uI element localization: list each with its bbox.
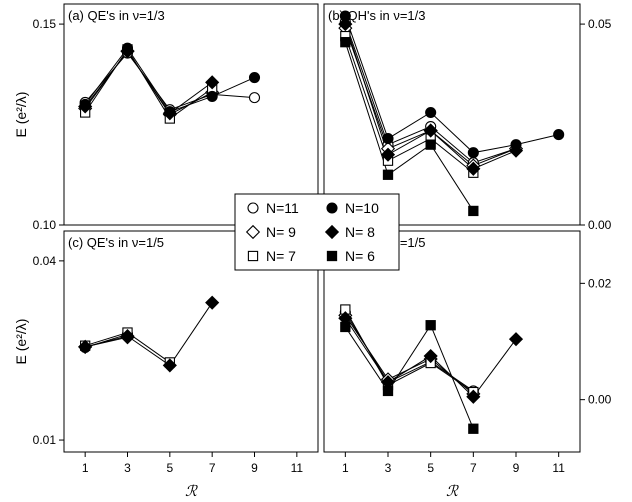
y-tick-label: 0.00 <box>588 218 612 232</box>
legend-label: N= 9 <box>266 224 296 240</box>
panel-frame <box>63 3 319 226</box>
legend: N=11 N=10 N= 9 N= 8 N= 7 N= 6 <box>234 193 400 271</box>
data-point <box>380 147 396 162</box>
data-point <box>466 389 481 404</box>
panel-frame <box>323 3 581 226</box>
data-point <box>248 92 261 104</box>
x-tick-label: 1 <box>342 461 349 475</box>
panel-title: (a) QE's in ν=1/3 <box>68 8 165 23</box>
data-point <box>425 139 436 150</box>
legend-marker <box>326 250 338 262</box>
legend-label: N= 7 <box>266 248 296 264</box>
data-point <box>78 99 93 114</box>
data-point <box>553 129 565 141</box>
y-axis-label: E (e²/λ) <box>13 92 29 138</box>
panel-title: (c) QE's in ν=1/5 <box>68 235 164 250</box>
series-line <box>344 15 559 154</box>
legend-marker <box>247 202 259 214</box>
data-point <box>425 320 436 331</box>
x-tick-label: 3 <box>124 461 131 475</box>
data-point <box>423 123 438 138</box>
panel-title: (b) QH's in ν=1/3 <box>328 8 426 23</box>
data-point <box>162 358 177 373</box>
x-tick-label: 11 <box>291 461 304 475</box>
x-axis-label: ℛ <box>185 482 198 500</box>
series-line <box>84 48 213 120</box>
panel-frame <box>63 230 319 453</box>
data-point <box>78 339 93 354</box>
y-tick-label: 0.04 <box>33 254 57 268</box>
series-line <box>344 309 474 393</box>
y-tick-label: 0.10 <box>33 218 57 232</box>
legend-marker <box>247 250 259 262</box>
y-tick-label: 0.15 <box>33 17 57 31</box>
data-point <box>508 143 524 158</box>
y-tick-label: 0.05 <box>588 17 612 31</box>
legend-label: N=10 <box>345 200 379 216</box>
x-tick-label: 1 <box>82 461 89 475</box>
x-tick-label: 11 <box>552 461 565 475</box>
data-point <box>340 321 351 333</box>
data-point <box>382 385 394 397</box>
y-tick-label: 0.02 <box>588 276 612 290</box>
legend-label: N= 8 <box>345 224 375 240</box>
series-line <box>344 35 474 174</box>
data-point <box>120 329 135 344</box>
x-tick-label: 5 <box>427 461 434 475</box>
panel-c: (c) QE's in ν=1/5 0.01 0.04 1 3 5 7 9 11 ℛ E (e²/λ… <box>13 230 319 500</box>
x-axis-label: ℛ <box>446 482 459 500</box>
data-point <box>206 90 218 102</box>
y-tick-label: 0.00 <box>588 393 612 407</box>
y-tick-label: 0.01 <box>33 433 57 447</box>
data-point <box>423 348 438 364</box>
series-line <box>85 302 213 367</box>
series-line <box>344 324 474 429</box>
data-point <box>382 169 394 180</box>
data-point <box>468 205 479 217</box>
data-point <box>466 161 481 176</box>
data-point <box>205 295 220 310</box>
series-line <box>84 47 255 113</box>
x-tick-label: 7 <box>209 461 216 475</box>
legend-box <box>234 193 400 271</box>
legend-marker <box>245 224 261 240</box>
data-point <box>382 133 394 145</box>
data-point <box>248 71 261 84</box>
data-point <box>120 44 135 59</box>
y-axis-label: E (e²/λ) <box>13 319 29 365</box>
data-point <box>425 106 437 119</box>
data-point <box>467 147 479 159</box>
data-point <box>162 106 177 121</box>
x-tick-label: 9 <box>251 461 258 475</box>
panel-frame <box>323 230 581 453</box>
x-tick-label: 7 <box>470 461 477 475</box>
data-point <box>338 17 353 32</box>
legend-marker <box>326 202 338 214</box>
data-point <box>468 423 479 434</box>
data-point <box>508 332 524 347</box>
x-tick-label: 9 <box>513 461 520 475</box>
data-point <box>340 37 351 48</box>
panel-a: (a) QE's in ν=1/3 0.10 0.15 E (e²/λ) <box>13 3 319 232</box>
legend-marker <box>324 224 340 240</box>
x-tick-label: 5 <box>166 461 173 475</box>
data-point <box>205 75 220 90</box>
legend-label: N=11 <box>266 200 299 216</box>
series-line <box>84 52 255 111</box>
legend-label: N= 6 <box>345 248 375 264</box>
panel-b: (b) QH's in ν=1/3 0.00 0.05 <box>323 3 612 232</box>
series-line <box>84 50 213 115</box>
series-line <box>344 42 474 212</box>
x-tick-label: 3 <box>385 461 392 475</box>
